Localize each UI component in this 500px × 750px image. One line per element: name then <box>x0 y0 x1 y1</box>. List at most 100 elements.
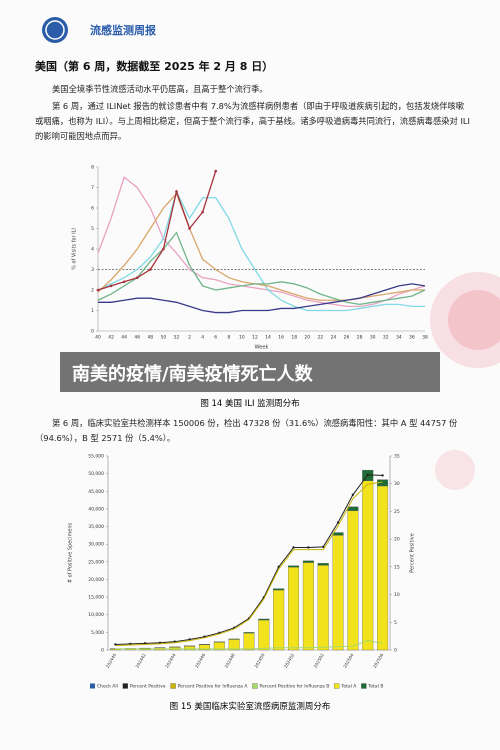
y-tick-label: 5,000 <box>91 630 104 636</box>
logo-ring <box>45 20 65 40</box>
x-tick-label: 6 <box>214 335 217 341</box>
legend-label: Total B <box>367 684 383 690</box>
y2-tick-label: 35 <box>394 454 400 460</box>
y-tick-label: 3 <box>91 267 94 273</box>
bar-segment <box>302 560 314 563</box>
bar-segment <box>198 644 210 645</box>
y-tick-label: 0 <box>91 329 94 335</box>
y-tick-label: 2 <box>91 288 94 294</box>
marker <box>336 521 340 524</box>
series-line <box>97 176 426 308</box>
y-tick-label: 45,000 <box>88 489 104 495</box>
x-tick-label: 14 <box>265 335 271 341</box>
y2-tick-label: 5 <box>394 620 397 626</box>
marker <box>162 247 165 251</box>
y-tick-label: 8 <box>91 165 94 171</box>
x-tick-label: 26 <box>344 335 350 341</box>
bar-segment <box>317 563 329 566</box>
marker <box>366 473 369 477</box>
legend-checkbox <box>90 683 95 689</box>
y-tick-label: 15,000 <box>88 595 104 601</box>
bar-segment <box>273 588 285 591</box>
series-line <box>98 283 426 314</box>
virus-decor <box>435 450 475 490</box>
bar-segment <box>302 562 314 651</box>
bar-segment <box>332 532 344 536</box>
x-tick-label: 48 <box>147 335 153 341</box>
x-tick-label: 8 <box>227 335 230 341</box>
x-tick-label: 38 <box>422 335 428 341</box>
y-tick-label: 10,000 <box>88 612 104 618</box>
y2-tick-label: 30 <box>394 481 400 487</box>
bar-segment <box>243 632 255 634</box>
marker <box>277 565 280 569</box>
marker <box>381 474 384 477</box>
legend-label: Check All <box>97 684 118 690</box>
y-tick-label: 55,000 <box>88 454 104 460</box>
x-tick-label: 4 <box>201 335 204 341</box>
caption: 图 14 美国 ILI 监测周分布 <box>200 399 300 409</box>
bar-segment <box>258 619 270 651</box>
legend-label: Percent Positive for Influenza B <box>259 684 329 690</box>
series-line <box>115 481 383 647</box>
y-label: % of Visits for ILI <box>72 228 78 270</box>
y-tick-label: 50,000 <box>88 471 104 477</box>
y-tick-label: 35,000 <box>88 524 104 530</box>
bar-segment <box>243 632 255 651</box>
x-tick-label: 2 <box>188 335 191 341</box>
marker <box>307 546 310 549</box>
x-tick-label: 12 <box>252 335 258 341</box>
lab-chart: 0 5,000 10,000 15,000 20,000 25,000 30,000 35,0… <box>68 454 416 690</box>
caption: 图 15 美国临床实验室流感病原监测周分布 <box>169 702 331 712</box>
bar-segment <box>288 566 300 651</box>
x-tick-label: 202442 <box>135 652 147 669</box>
y-tick-label: 0 <box>101 648 104 654</box>
y-tick-label: 4 <box>91 247 94 253</box>
series-line <box>97 231 426 306</box>
series-line <box>97 170 217 291</box>
banner-bg <box>60 352 440 392</box>
bar-segment <box>347 506 359 511</box>
marker <box>122 280 126 284</box>
x-tick-label: 36 <box>409 335 415 341</box>
y-label: # of Positive Specimens <box>68 522 74 583</box>
x-tick-label: 202502 <box>313 652 325 669</box>
bar-segment <box>273 589 285 651</box>
marker <box>214 169 218 173</box>
x-tick-label: 22 <box>317 335 323 341</box>
legend-swatch <box>334 683 340 689</box>
x-tick-label: 44 <box>121 335 127 341</box>
x-tick-label: 202446 <box>194 652 206 669</box>
marker <box>292 546 295 549</box>
y-tick-label: 7 <box>91 185 94 191</box>
y2-tick-label: 0 <box>394 648 397 654</box>
marker <box>201 210 204 214</box>
marker <box>109 284 113 288</box>
y-tick-label: 20,000 <box>88 577 104 583</box>
x-tick-label: 50 <box>161 335 167 341</box>
x-tick-label: 24 <box>331 335 337 341</box>
paragraph: 第 6 周，临床实验室共检测样本 150006 份，检出 47328 份（31.… <box>35 418 458 443</box>
marker <box>188 227 191 230</box>
y2-tick-label: 10 <box>394 592 400 598</box>
x-tick-label: 32 <box>383 335 389 341</box>
x-tick-label: 30 <box>370 335 376 341</box>
bar-segment <box>317 565 329 651</box>
bar-segment <box>213 641 225 643</box>
y2-label: Percent Positive <box>410 533 416 573</box>
x-label: Week <box>255 345 269 351</box>
marker <box>149 268 152 271</box>
x-tick-label: 202444 <box>164 652 176 669</box>
heading: 美国（第 6 周，数据截至 2025 年 2 月 8 日） <box>35 60 274 73</box>
paragraph: 第 6 周，通过 ILINet 报告的就诊患者中有 7.8%为流感样病例患者（即… <box>35 101 471 141</box>
x-tick-label: 202506 <box>372 652 384 669</box>
marker <box>175 190 178 193</box>
legend-label: Total A <box>340 684 357 690</box>
legend-swatch <box>361 683 367 689</box>
bar-segment <box>184 645 196 651</box>
y-tick-label: 1 <box>91 308 94 314</box>
bar-segment <box>288 565 300 568</box>
x-tick-label: 40 <box>95 335 101 341</box>
